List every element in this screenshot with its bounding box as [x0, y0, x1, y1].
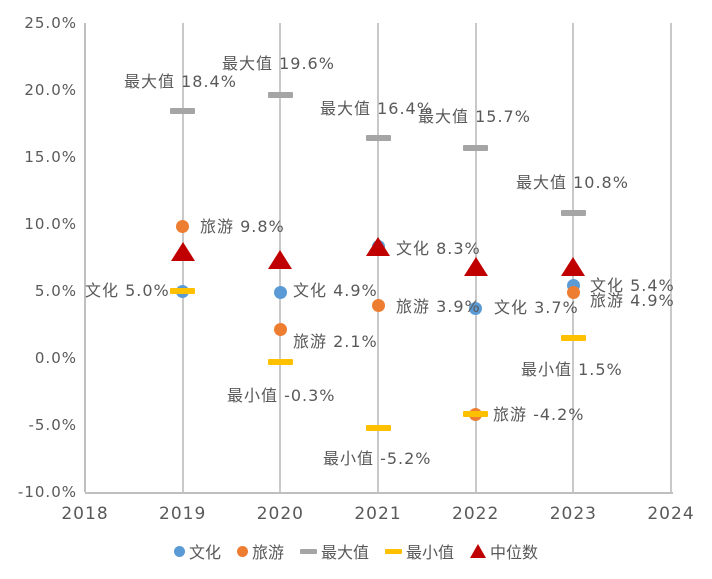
x-axis-tick-label: 2021 — [354, 504, 402, 524]
y-axis-tick-label: 5.0% — [34, 282, 77, 300]
max-marker-2021 — [365, 135, 391, 142]
legend-item-culture: 文化 — [173, 539, 221, 563]
culture-marker-2020 — [273, 285, 287, 299]
x-axis-tick-label: 2019 — [159, 504, 207, 524]
data-label: 最大值 16.4% — [320, 99, 433, 118]
min-marker-2022 — [463, 411, 489, 418]
data-label: 最小值 -0.3% — [227, 386, 336, 405]
y-axis-tick-label: 15.0% — [24, 148, 77, 166]
legend-item-max: 最大值 — [299, 539, 369, 563]
max-dash-icon — [299, 548, 317, 554]
data-label: 文化 5.0% — [85, 281, 170, 300]
min-dash-icon — [385, 548, 402, 554]
x-axis-tick-label: 2020 — [256, 504, 304, 524]
median-triangle-icon — [470, 544, 487, 558]
chart-legend: 文化 旅游 最大值 最小值 中位数 — [0, 539, 712, 563]
x-axis-tick-label: 2022 — [452, 504, 500, 524]
data-label: 最小值 1.5% — [521, 360, 623, 379]
data-label: 旅游 -4.2% — [493, 405, 585, 424]
data-label: 旅游 9.8% — [200, 217, 285, 236]
median-marker-2019 — [170, 242, 195, 262]
data-label: 旅游 4.9% — [590, 291, 675, 310]
data-label: 文化 8.3% — [396, 239, 481, 258]
culture-marker-icon — [173, 545, 185, 557]
legend-item-tourism: 旅游 — [236, 539, 284, 563]
data-label: 最大值 18.4% — [124, 72, 237, 91]
data-label: 最大值 10.8% — [516, 173, 629, 192]
min-marker-2020 — [267, 359, 293, 366]
max-marker-2019 — [170, 108, 196, 115]
legend-label-max: 最大值 — [320, 543, 369, 562]
min-marker-2023 — [560, 334, 586, 341]
legend-label-min: 最小值 — [406, 543, 455, 562]
y-axis-tick-label: 10.0% — [24, 215, 77, 233]
x-axis-tick-label: 2024 — [647, 504, 695, 524]
y-axis-tick-label: 20.0% — [24, 81, 77, 99]
y-axis-tick-label: -5.0% — [28, 416, 77, 434]
culture-marker-2022 — [469, 301, 483, 315]
data-label: 旅游 3.9% — [396, 297, 481, 316]
max-marker-2023 — [560, 210, 586, 217]
vertical-gridline — [377, 23, 379, 492]
tourism-marker-2023 — [566, 285, 580, 299]
legend-label-culture: 文化 — [188, 543, 221, 562]
data-label: 最大值 19.6% — [222, 54, 335, 73]
median-marker-2023 — [561, 256, 586, 276]
min-marker-2021 — [365, 424, 391, 431]
tourism-marker-2020 — [273, 323, 287, 337]
y-axis-tick-label: 25.0% — [24, 14, 77, 32]
vertical-gridline — [670, 23, 672, 492]
data-label: 文化 4.9% — [293, 281, 378, 300]
y-axis-line — [84, 23, 86, 492]
y-axis-tick-label: -10.0% — [17, 483, 77, 501]
tourism-marker-icon — [236, 545, 248, 557]
tourism-marker-2019 — [176, 220, 190, 234]
x-axis-line — [85, 492, 673, 494]
median-marker-2022 — [463, 256, 488, 276]
x-axis-tick-label: 2023 — [549, 504, 597, 524]
tourism-marker-2021 — [371, 299, 385, 313]
legend-label-tourism: 旅游 — [251, 543, 284, 562]
max-marker-2022 — [463, 144, 489, 151]
data-label: 文化 3.7% — [494, 298, 579, 317]
legend-item-median: 中位数 — [470, 539, 538, 563]
max-marker-2020 — [267, 92, 293, 99]
min-marker-2019 — [170, 288, 196, 294]
data-label: 文化 5.4% — [590, 276, 675, 295]
y-axis-tick-label: 0.0% — [34, 349, 77, 367]
x-axis-tick-label: 2018 — [61, 504, 109, 524]
legend-label-median: 中位数 — [490, 543, 539, 562]
data-label: 最小值 -5.2% — [323, 449, 432, 468]
data-label: 最大值 15.7% — [418, 107, 531, 126]
legend-item-min: 最小值 — [385, 539, 454, 563]
data-label: 旅游 2.1% — [293, 332, 378, 351]
median-marker-2021 — [366, 236, 390, 256]
median-marker-2020 — [268, 250, 293, 270]
